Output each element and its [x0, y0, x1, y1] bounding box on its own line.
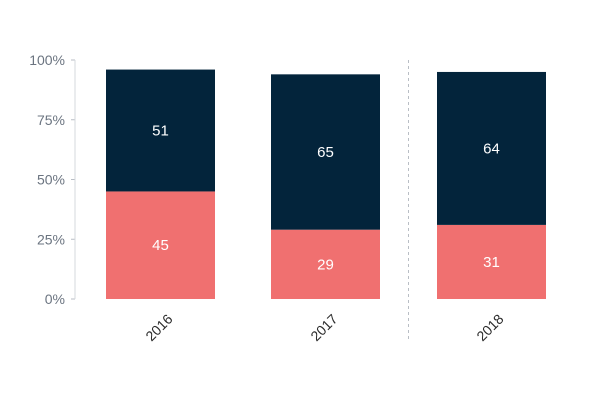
- bar-segment: [271, 74, 380, 230]
- bar-segment: [106, 191, 215, 299]
- data-labels: 45 51 29 65 31 64: [152, 123, 500, 274]
- bar-value-label: 31: [483, 254, 500, 271]
- bar-value-label: 51: [152, 123, 169, 140]
- x-tick-label: 2017: [307, 311, 340, 344]
- bar-value-label: 29: [317, 256, 334, 273]
- bar-value-label: 65: [317, 144, 334, 161]
- bar-value-label: 45: [152, 237, 169, 254]
- bar-segment: [437, 224, 546, 299]
- y-tick-label: 25%: [37, 231, 65, 247]
- bar-segment: [437, 71, 546, 225]
- y-axis: 0% 25% 50% 75% 100%: [29, 52, 76, 307]
- bars: [106, 69, 546, 299]
- x-tick-label: 2018: [473, 311, 506, 344]
- bar-value-label: 64: [483, 140, 500, 157]
- x-tick-label: 2016: [142, 311, 175, 344]
- y-tick-label: 100%: [29, 52, 65, 68]
- y-tick-label: 50%: [37, 172, 65, 188]
- y-tick-label: 0%: [45, 291, 65, 307]
- bar-segment: [106, 69, 215, 192]
- y-tick-label: 75%: [37, 112, 65, 128]
- x-axis: 2016 2017 2018: [142, 311, 506, 344]
- bar-segment: [271, 229, 380, 299]
